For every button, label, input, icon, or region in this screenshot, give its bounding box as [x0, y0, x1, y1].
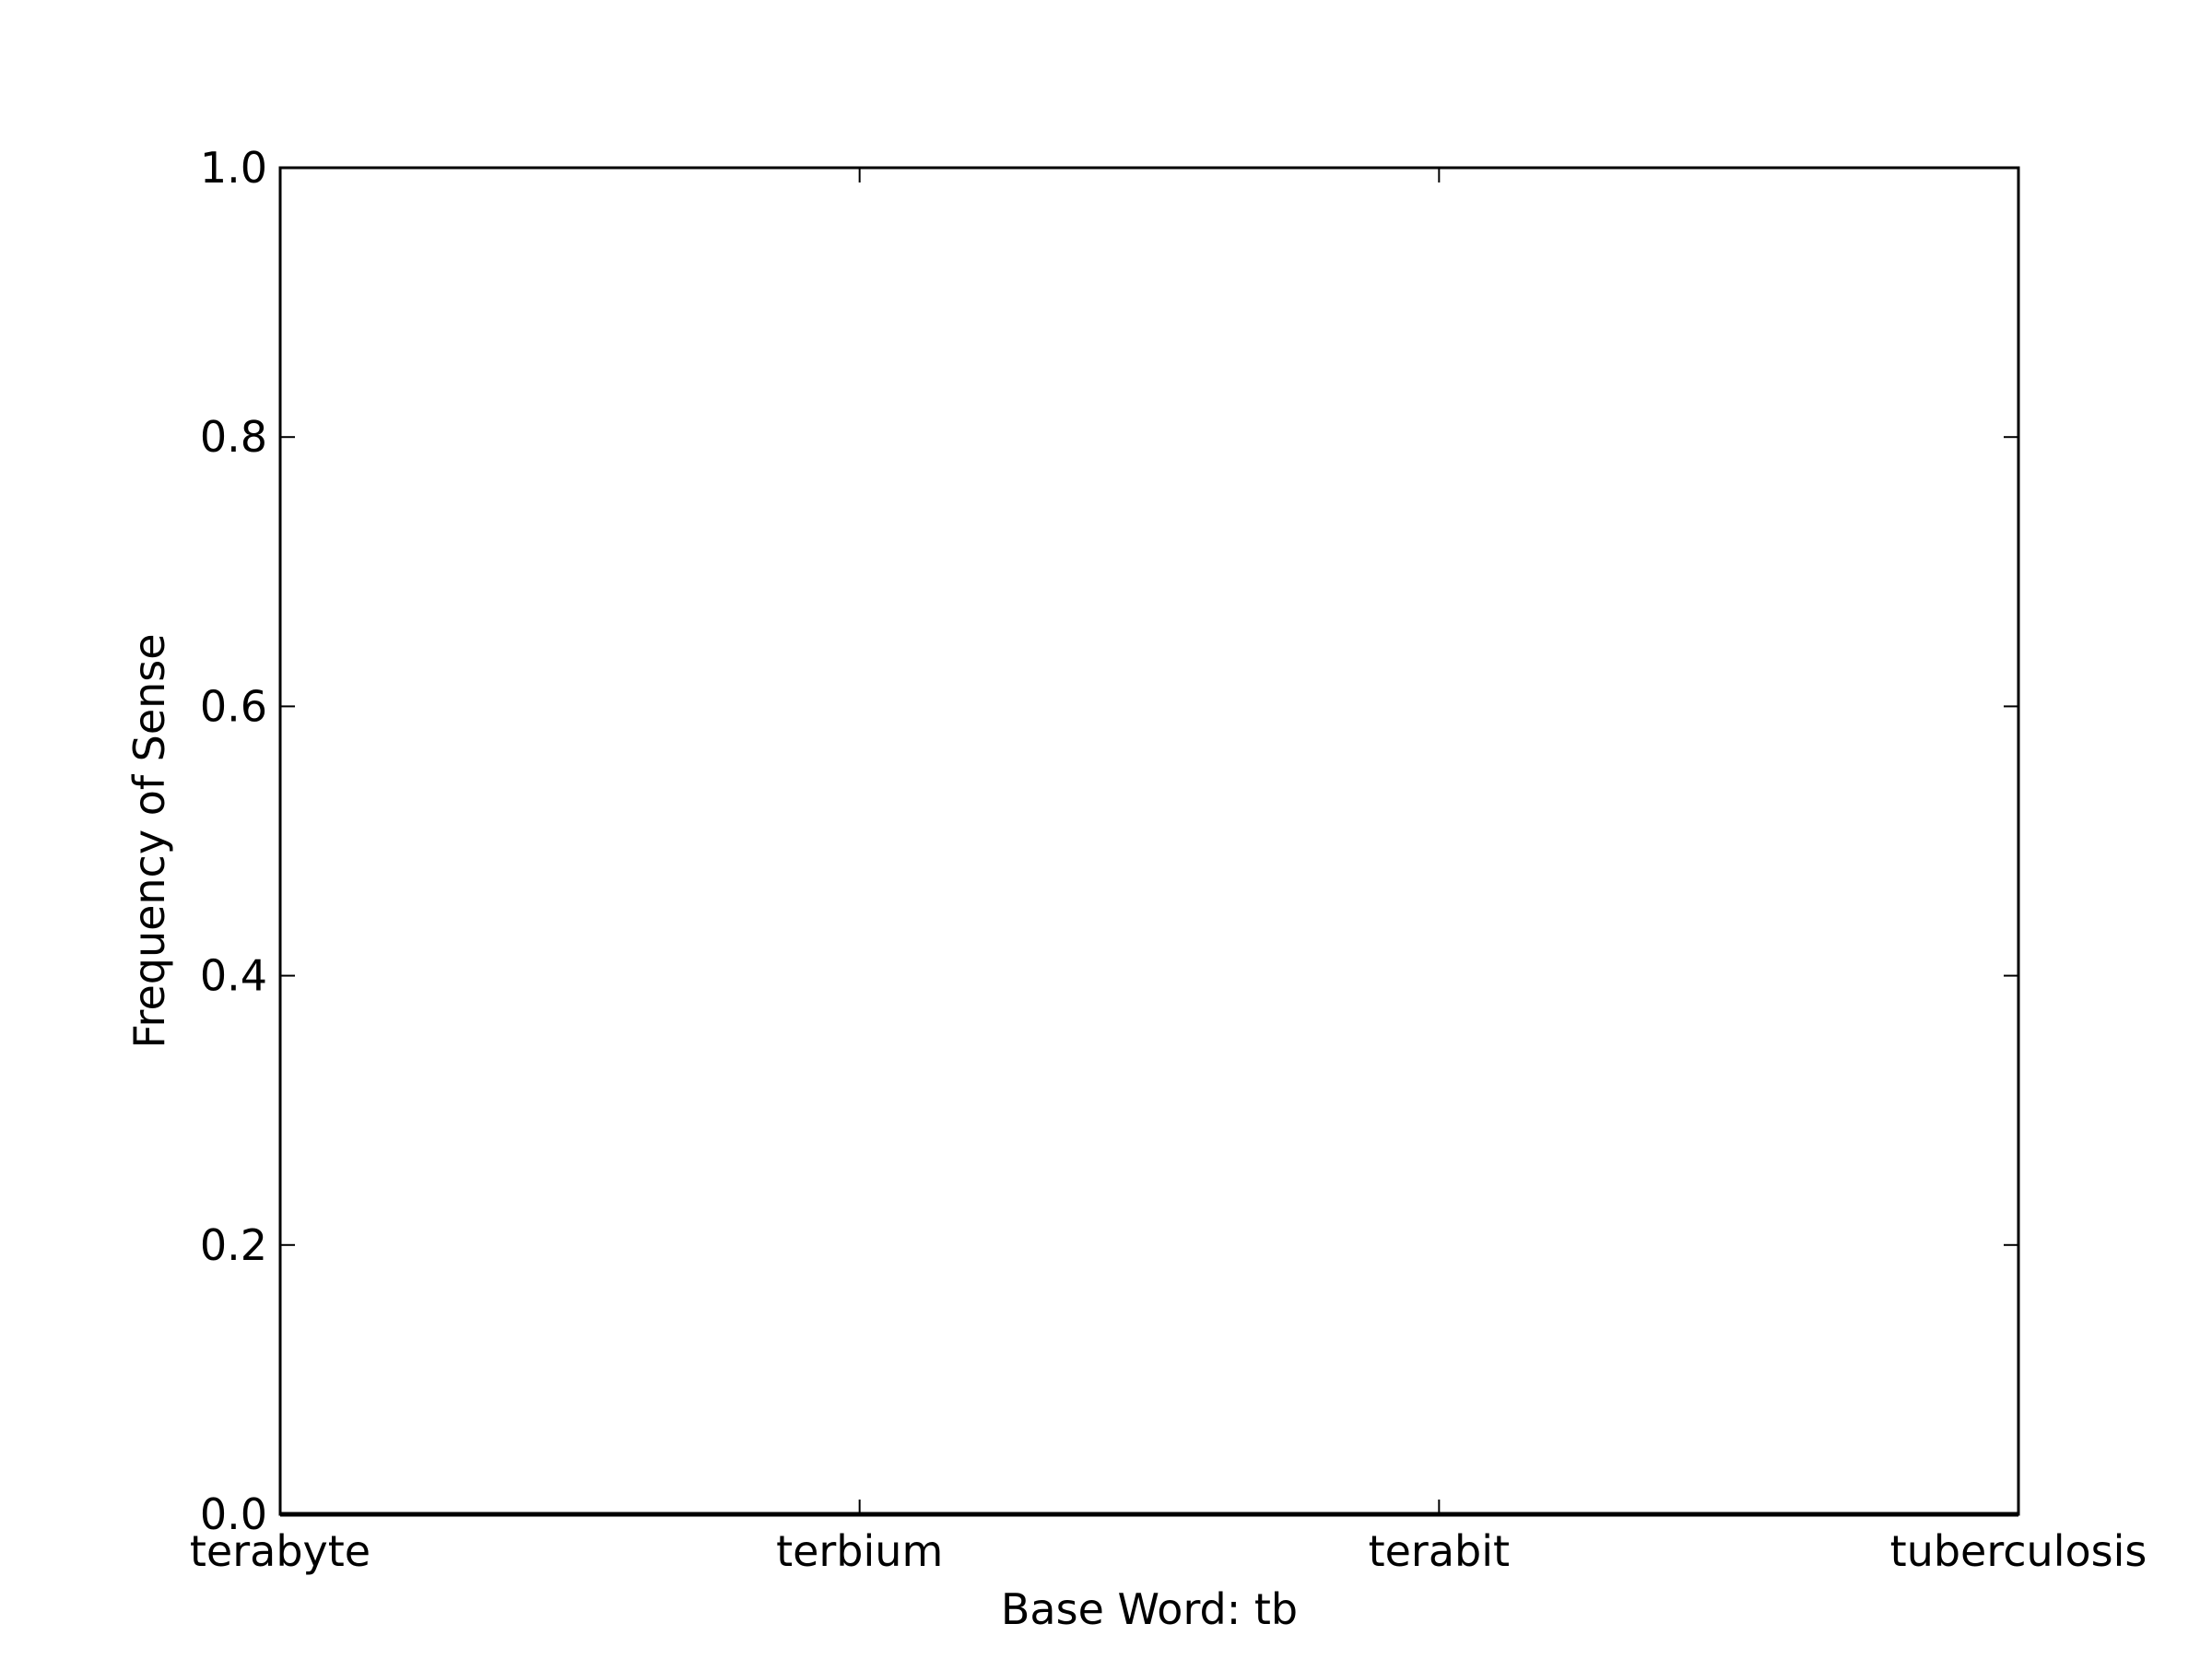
y-tick-label: 1.0: [200, 143, 267, 193]
x-tick-label-terbium: terbium: [776, 1526, 943, 1576]
x-tick-label-terabyte: terabyte: [190, 1526, 371, 1576]
y-tick-label: 0.4: [200, 951, 267, 1001]
y-tick-label: 0.0: [200, 1489, 267, 1539]
x-tick-label-terabit: terabit: [1369, 1526, 1510, 1576]
x-axis-label: Base Word: tb: [1001, 1584, 1298, 1634]
y-tick-label: 0.2: [200, 1220, 267, 1270]
plot-area-frame: [278, 166, 2020, 1516]
y-tick-label: 0.8: [200, 412, 267, 462]
y-axis-label: Frequency of Sense: [124, 633, 174, 1048]
y-tick-label: 0.6: [200, 681, 267, 731]
x-tick-label-tuberculosis: tuberculosis: [1890, 1526, 2147, 1576]
labels-layer: 0.0 0.2 0.4 0.6 0.8 1.0 terabyte terbium terabit…: [190, 143, 2147, 1576]
